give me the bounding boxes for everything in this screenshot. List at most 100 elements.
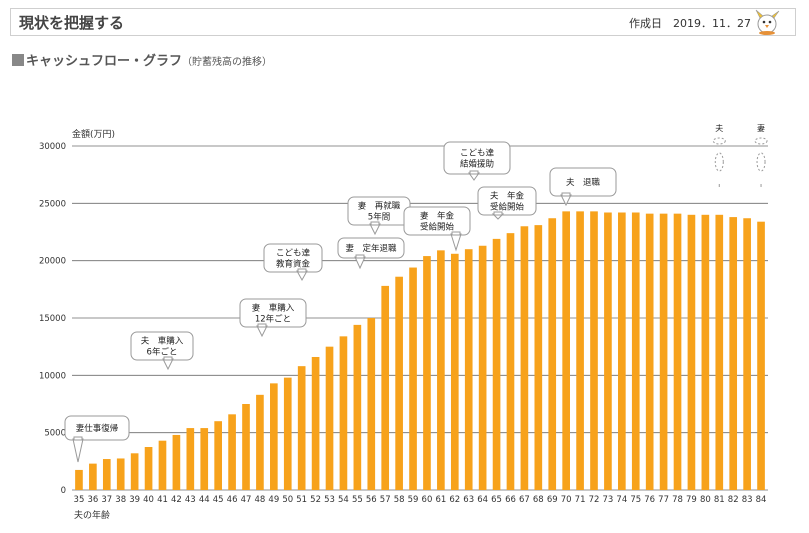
x-tick-label: 72 xyxy=(589,495,600,505)
bar-age-47 xyxy=(242,404,250,490)
bar-age-79 xyxy=(687,214,696,491)
bar-age-55 xyxy=(353,324,362,490)
x-tick-label: 65 xyxy=(491,495,502,505)
bar-age-58 xyxy=(395,276,403,490)
x-tick-label: 35 xyxy=(74,495,85,505)
x-tick-label: 80 xyxy=(700,495,711,505)
end-marker-top xyxy=(754,137,768,145)
bar-age-67 xyxy=(520,226,529,490)
y-tick-label: 15000 xyxy=(39,314,66,324)
x-tick-label: 68 xyxy=(533,495,544,505)
bar-age-35 xyxy=(75,469,83,490)
callout-text: 12年ごと xyxy=(255,314,291,325)
bar-age-76 xyxy=(645,213,654,491)
bar-age-45 xyxy=(214,421,222,490)
callout-pointer xyxy=(72,438,84,463)
callout-text: 受給開始 xyxy=(490,202,525,213)
bar-age-37 xyxy=(102,459,111,490)
annotation-callout: 妻 定年退職 xyxy=(337,237,405,270)
callout-box xyxy=(239,298,307,328)
y-tick-label: 25000 xyxy=(39,199,66,209)
section-heading: キャッシュフロー・グラフ（貯蓄残高の推移） xyxy=(12,50,272,69)
x-tick-label: 36 xyxy=(87,495,98,505)
x-tick-label: 75 xyxy=(630,495,641,505)
callout-text: 6年ごと xyxy=(147,347,178,358)
callout-box xyxy=(403,206,471,236)
page-header: 現状を把握する 作成日 2019．11．27 xyxy=(10,8,796,36)
x-tick-label: 43 xyxy=(185,495,196,505)
bar-age-61 xyxy=(437,250,445,490)
bar-age-77 xyxy=(659,213,668,491)
callout-text: 妻仕事復帰 xyxy=(76,423,119,434)
bar-age-63 xyxy=(464,249,473,490)
section-subtitle: （貯蓄残高の推移） xyxy=(182,57,273,68)
callout-text: 妻 車購入 xyxy=(252,303,295,314)
x-tick-label: 77 xyxy=(658,495,669,505)
callout-text: 夫 車購入 xyxy=(141,336,184,347)
x-tick-label: 82 xyxy=(728,495,739,505)
creation-date: 作成日 2019．11．27 xyxy=(629,15,751,31)
x-tick-label: 51 xyxy=(296,495,307,505)
bar-age-70 xyxy=(562,211,570,491)
bar-age-46 xyxy=(228,414,236,490)
bar-age-36 xyxy=(89,463,97,490)
bird-mascot-icon xyxy=(755,9,780,35)
y-tick-label: 5000 xyxy=(44,429,66,439)
callout-text: 夫 年金 xyxy=(490,191,525,202)
callout-text: 5年間 xyxy=(368,212,390,223)
bar-age-59 xyxy=(409,267,417,490)
bar-age-84 xyxy=(757,221,765,490)
y-axis-label: 金額(万円) xyxy=(72,128,115,140)
bar-age-57 xyxy=(381,285,390,490)
callout-text: 夫 退職 xyxy=(566,177,601,188)
bar-age-74 xyxy=(618,212,626,491)
bar-age-75 xyxy=(631,212,640,491)
x-axis-label: 夫の年齢 xyxy=(74,509,110,521)
page-title: 現状を把握する xyxy=(19,14,125,32)
callout-box xyxy=(64,415,130,441)
bar-age-51 xyxy=(297,366,306,490)
bar-age-39 xyxy=(130,453,139,490)
x-tick-label: 62 xyxy=(449,495,460,505)
bar-age-65 xyxy=(492,238,501,490)
x-tick-label: 45 xyxy=(213,495,224,505)
bar-age-44 xyxy=(200,428,209,490)
date-label: 作成日 xyxy=(629,17,662,30)
bar-age-43 xyxy=(186,428,195,490)
y-tick-label: 30000 xyxy=(39,142,66,152)
x-tick-label: 58 xyxy=(394,495,405,505)
x-tick-label: 71 xyxy=(575,495,586,505)
callout-text: 結婚援助 xyxy=(460,159,494,170)
x-tick-label: 47 xyxy=(241,495,252,505)
x-tick-label: 49 xyxy=(268,495,279,505)
x-tick-label: 61 xyxy=(435,495,446,505)
annotation-callout: 妻仕事復帰 xyxy=(64,415,130,463)
callout-box xyxy=(549,167,617,197)
callout-text: 妻 定年退職 xyxy=(345,243,397,254)
end-marker-body xyxy=(756,152,766,172)
bar-age-50 xyxy=(283,377,292,490)
bar-age-62 xyxy=(450,253,459,490)
bar-age-49 xyxy=(270,383,278,490)
x-tick-label: 69 xyxy=(547,495,558,505)
bar-age-52 xyxy=(311,356,320,490)
x-tick-label: 40 xyxy=(143,495,154,505)
x-tick-label: 38 xyxy=(115,495,126,505)
x-tick-label: 48 xyxy=(255,495,266,505)
callout-text: 受給開始 xyxy=(420,222,455,233)
end-marker-body xyxy=(714,152,724,172)
x-tick-label: 54 xyxy=(338,495,349,505)
bar-age-81 xyxy=(715,214,724,491)
bar-age-69 xyxy=(548,218,557,491)
x-tick-label: 37 xyxy=(101,495,112,505)
bar-age-60 xyxy=(423,256,431,490)
x-tick-label: 59 xyxy=(408,495,419,505)
x-tick-label: 70 xyxy=(561,495,572,505)
